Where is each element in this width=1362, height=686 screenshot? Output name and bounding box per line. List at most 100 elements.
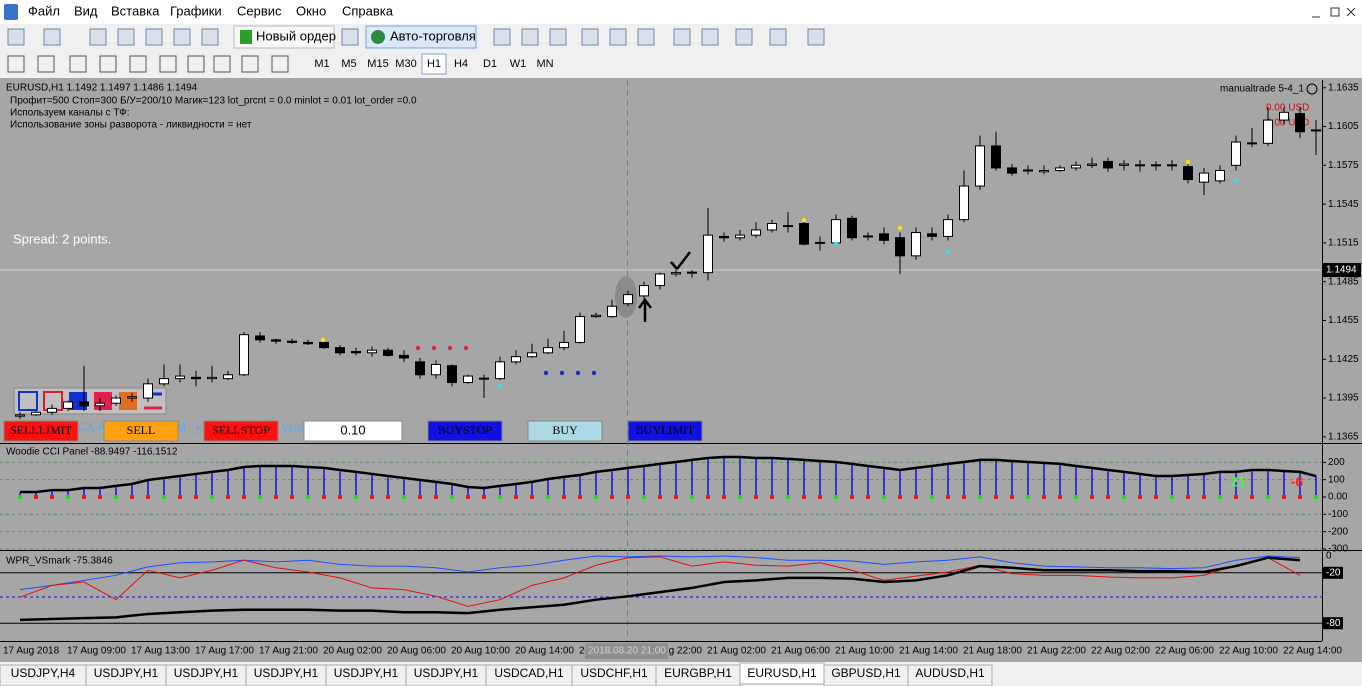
- menu-item[interactable]: Файл: [28, 3, 60, 18]
- tool-icon[interactable]: [271, 55, 289, 73]
- candle-body: [1087, 163, 1097, 166]
- tool-icon[interactable]: [7, 55, 25, 73]
- cci-signal: [258, 495, 262, 499]
- menu-item[interactable]: Справка: [342, 3, 394, 18]
- signal-dot: [431, 345, 437, 351]
- tool-icon[interactable]: [99, 55, 117, 73]
- toolbar-icon[interactable]: [43, 28, 61, 46]
- toolbar-icon[interactable]: [549, 28, 567, 46]
- trade-button-label: SELLSTOP: [212, 423, 270, 437]
- trade-button[interactable]: [3, 420, 79, 442]
- timeframe-button[interactable]: D1: [483, 58, 497, 70]
- trade-button[interactable]: [103, 420, 179, 442]
- time-label: 20 Aug 06:00: [387, 646, 446, 657]
- toolbar-icon[interactable]: [673, 28, 691, 46]
- candle-body: [879, 233, 889, 241]
- swatch[interactable]: [94, 392, 112, 410]
- candle-body: [959, 185, 969, 221]
- cci-signal: [658, 495, 662, 499]
- trade-button[interactable]: [527, 420, 603, 442]
- cci-signal: [274, 495, 278, 499]
- tab-label: USDCHF,H1: [580, 666, 648, 680]
- cci-signal: [322, 495, 326, 499]
- toolbar-icon[interactable]: [145, 28, 163, 46]
- hidden-label: yster: [282, 420, 308, 434]
- menu-item[interactable]: Вид: [74, 3, 98, 18]
- auto-trading-button[interactable]: [365, 25, 477, 49]
- toolbar-icon[interactable]: [173, 28, 191, 46]
- signal-dot: [591, 370, 597, 376]
- menu-item[interactable]: Графики: [170, 3, 222, 18]
- cci-signal: [18, 495, 22, 499]
- current-price-box: [1323, 263, 1361, 278]
- menu-item[interactable]: Сервис: [237, 3, 282, 18]
- toolbar-icon[interactable]: [735, 28, 753, 46]
- auto-trading-icon: [371, 30, 385, 44]
- tool-icon[interactable]: [187, 55, 205, 73]
- cci-signal: [1106, 495, 1110, 499]
- toolbar-icon[interactable]: [701, 28, 719, 46]
- time-label: 21 Aug 14:00: [899, 646, 958, 657]
- toolbar-icon[interactable]: [521, 28, 539, 46]
- check-mark: [670, 251, 691, 271]
- candle-body: [111, 397, 121, 404]
- trade-button[interactable]: [627, 420, 703, 442]
- timeframe-button[interactable]: H1: [427, 58, 441, 70]
- candle-body: [1215, 170, 1225, 182]
- candle-body: [1039, 170, 1049, 173]
- menu-item[interactable]: Вставка: [111, 3, 160, 18]
- cci-signal: [930, 495, 934, 499]
- toolbar-icon[interactable]: [201, 28, 219, 46]
- tool-icon[interactable]: [159, 55, 177, 73]
- swatch[interactable]: [119, 392, 137, 410]
- timeframe-button[interactable]: H4: [454, 58, 468, 70]
- tab-label: GBPUSD,H1: [831, 666, 901, 680]
- trade-button[interactable]: [203, 420, 279, 442]
- timeframe-button[interactable]: M30: [395, 58, 416, 70]
- swatch[interactable]: [18, 391, 38, 411]
- cci-title: Woodie CCI Panel -88.9497 -116.1512: [6, 447, 178, 458]
- tool-icon[interactable]: [129, 55, 147, 73]
- cci-signal: [1314, 495, 1318, 499]
- toolbar-icon[interactable]: [769, 28, 787, 46]
- new-order-icon: [240, 30, 252, 44]
- wpr-title: WPR_VSmark -75.3846: [6, 556, 113, 567]
- trade-button[interactable]: [427, 420, 503, 442]
- cci-signal: [706, 495, 710, 499]
- cci-signal: [530, 495, 534, 499]
- toolbar-icon[interactable]: [637, 28, 655, 46]
- toolbar-icon[interactable]: [117, 28, 135, 46]
- close[interactable]: [1346, 7, 1356, 17]
- tab[interactable]: [907, 664, 993, 686]
- restore[interactable]: [1330, 7, 1340, 17]
- window-controls: [1312, 7, 1356, 18]
- tab-label: EURUSD,H1: [747, 666, 817, 680]
- tool-icon[interactable]: [37, 55, 55, 73]
- new-order-button[interactable]: [233, 25, 335, 49]
- cci-signal: [546, 495, 550, 499]
- toolbar-icon[interactable]: [341, 28, 359, 46]
- toolbar-icon[interactable]: [581, 28, 599, 46]
- tool-icon[interactable]: [241, 55, 259, 73]
- toolbar-icon[interactable]: [7, 28, 25, 46]
- tool-icon[interactable]: [213, 55, 231, 73]
- price-tick-label: 1.1635: [1328, 82, 1359, 93]
- timeframe-button[interactable]: W1: [510, 58, 527, 70]
- candle-body: [1279, 111, 1289, 121]
- timeframe-button[interactable]: M15: [367, 58, 388, 70]
- cci-signal: [562, 495, 566, 499]
- candle-body: [1263, 119, 1273, 144]
- menu-item[interactable]: Окно: [296, 3, 326, 18]
- tool-icon[interactable]: [69, 55, 87, 73]
- toolbar-icon[interactable]: [493, 28, 511, 46]
- toolbar-icon[interactable]: [807, 28, 825, 46]
- timeframe-button[interactable]: M1: [314, 58, 329, 70]
- candle-body: [543, 347, 553, 354]
- timeframe-button[interactable]: MN: [536, 58, 553, 70]
- toolbar-icon[interactable]: [609, 28, 627, 46]
- candle-body: [703, 234, 713, 274]
- timeframe-button[interactable]: M5: [341, 58, 356, 70]
- signal-dot: [945, 249, 951, 255]
- lot-input[interactable]: [303, 420, 403, 442]
- toolbar-icon[interactable]: [89, 28, 107, 46]
